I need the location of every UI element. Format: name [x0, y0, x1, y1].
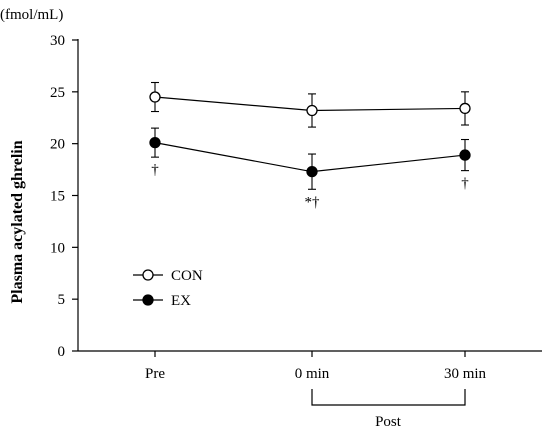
x-tick-label: Pre: [145, 366, 165, 382]
y-axis-label: Plasma acylated ghrelin: [9, 140, 26, 303]
post-bracket: [311, 389, 466, 406]
y-tick-label: 10: [50, 240, 65, 256]
y-ticks: 0 5 10 15 20 25 30: [50, 33, 78, 360]
y-tick-label: 25: [50, 85, 65, 101]
data-point-con: [149, 91, 161, 103]
significance-mark: *†: [305, 194, 321, 210]
data-point-con: [306, 104, 318, 117]
significance-mark: †: [151, 162, 159, 178]
legend: CON EX: [133, 268, 203, 309]
y-tick-label: 20: [50, 137, 65, 153]
x-tick-label: 0 min: [295, 366, 330, 382]
y-tick-label: 0: [58, 344, 66, 360]
legend-label-con: CON: [171, 268, 203, 284]
data-point-ex: [306, 166, 318, 178]
legend-marker-ex: [142, 294, 154, 306]
series-group: [149, 81, 471, 190]
data-point-ex: [149, 136, 161, 149]
y-tick-label: 5: [58, 292, 66, 308]
data-point-con: [459, 102, 471, 115]
significance-mark: †: [461, 176, 469, 192]
y-axis-units: (fmol/mL): [0, 7, 63, 23]
y-tick-label: 30: [50, 33, 65, 49]
x-ticks: Pre 0 min 30 min: [145, 351, 487, 382]
data-point-ex: [459, 149, 471, 161]
legend-marker-con: [142, 269, 154, 281]
post-group-label: Post: [375, 414, 402, 430]
legend-label-ex: EX: [171, 293, 191, 309]
y-tick-label: 15: [50, 189, 65, 205]
annotations-group: † *† †: [151, 162, 469, 210]
x-tick-label: 30 min: [444, 366, 487, 382]
